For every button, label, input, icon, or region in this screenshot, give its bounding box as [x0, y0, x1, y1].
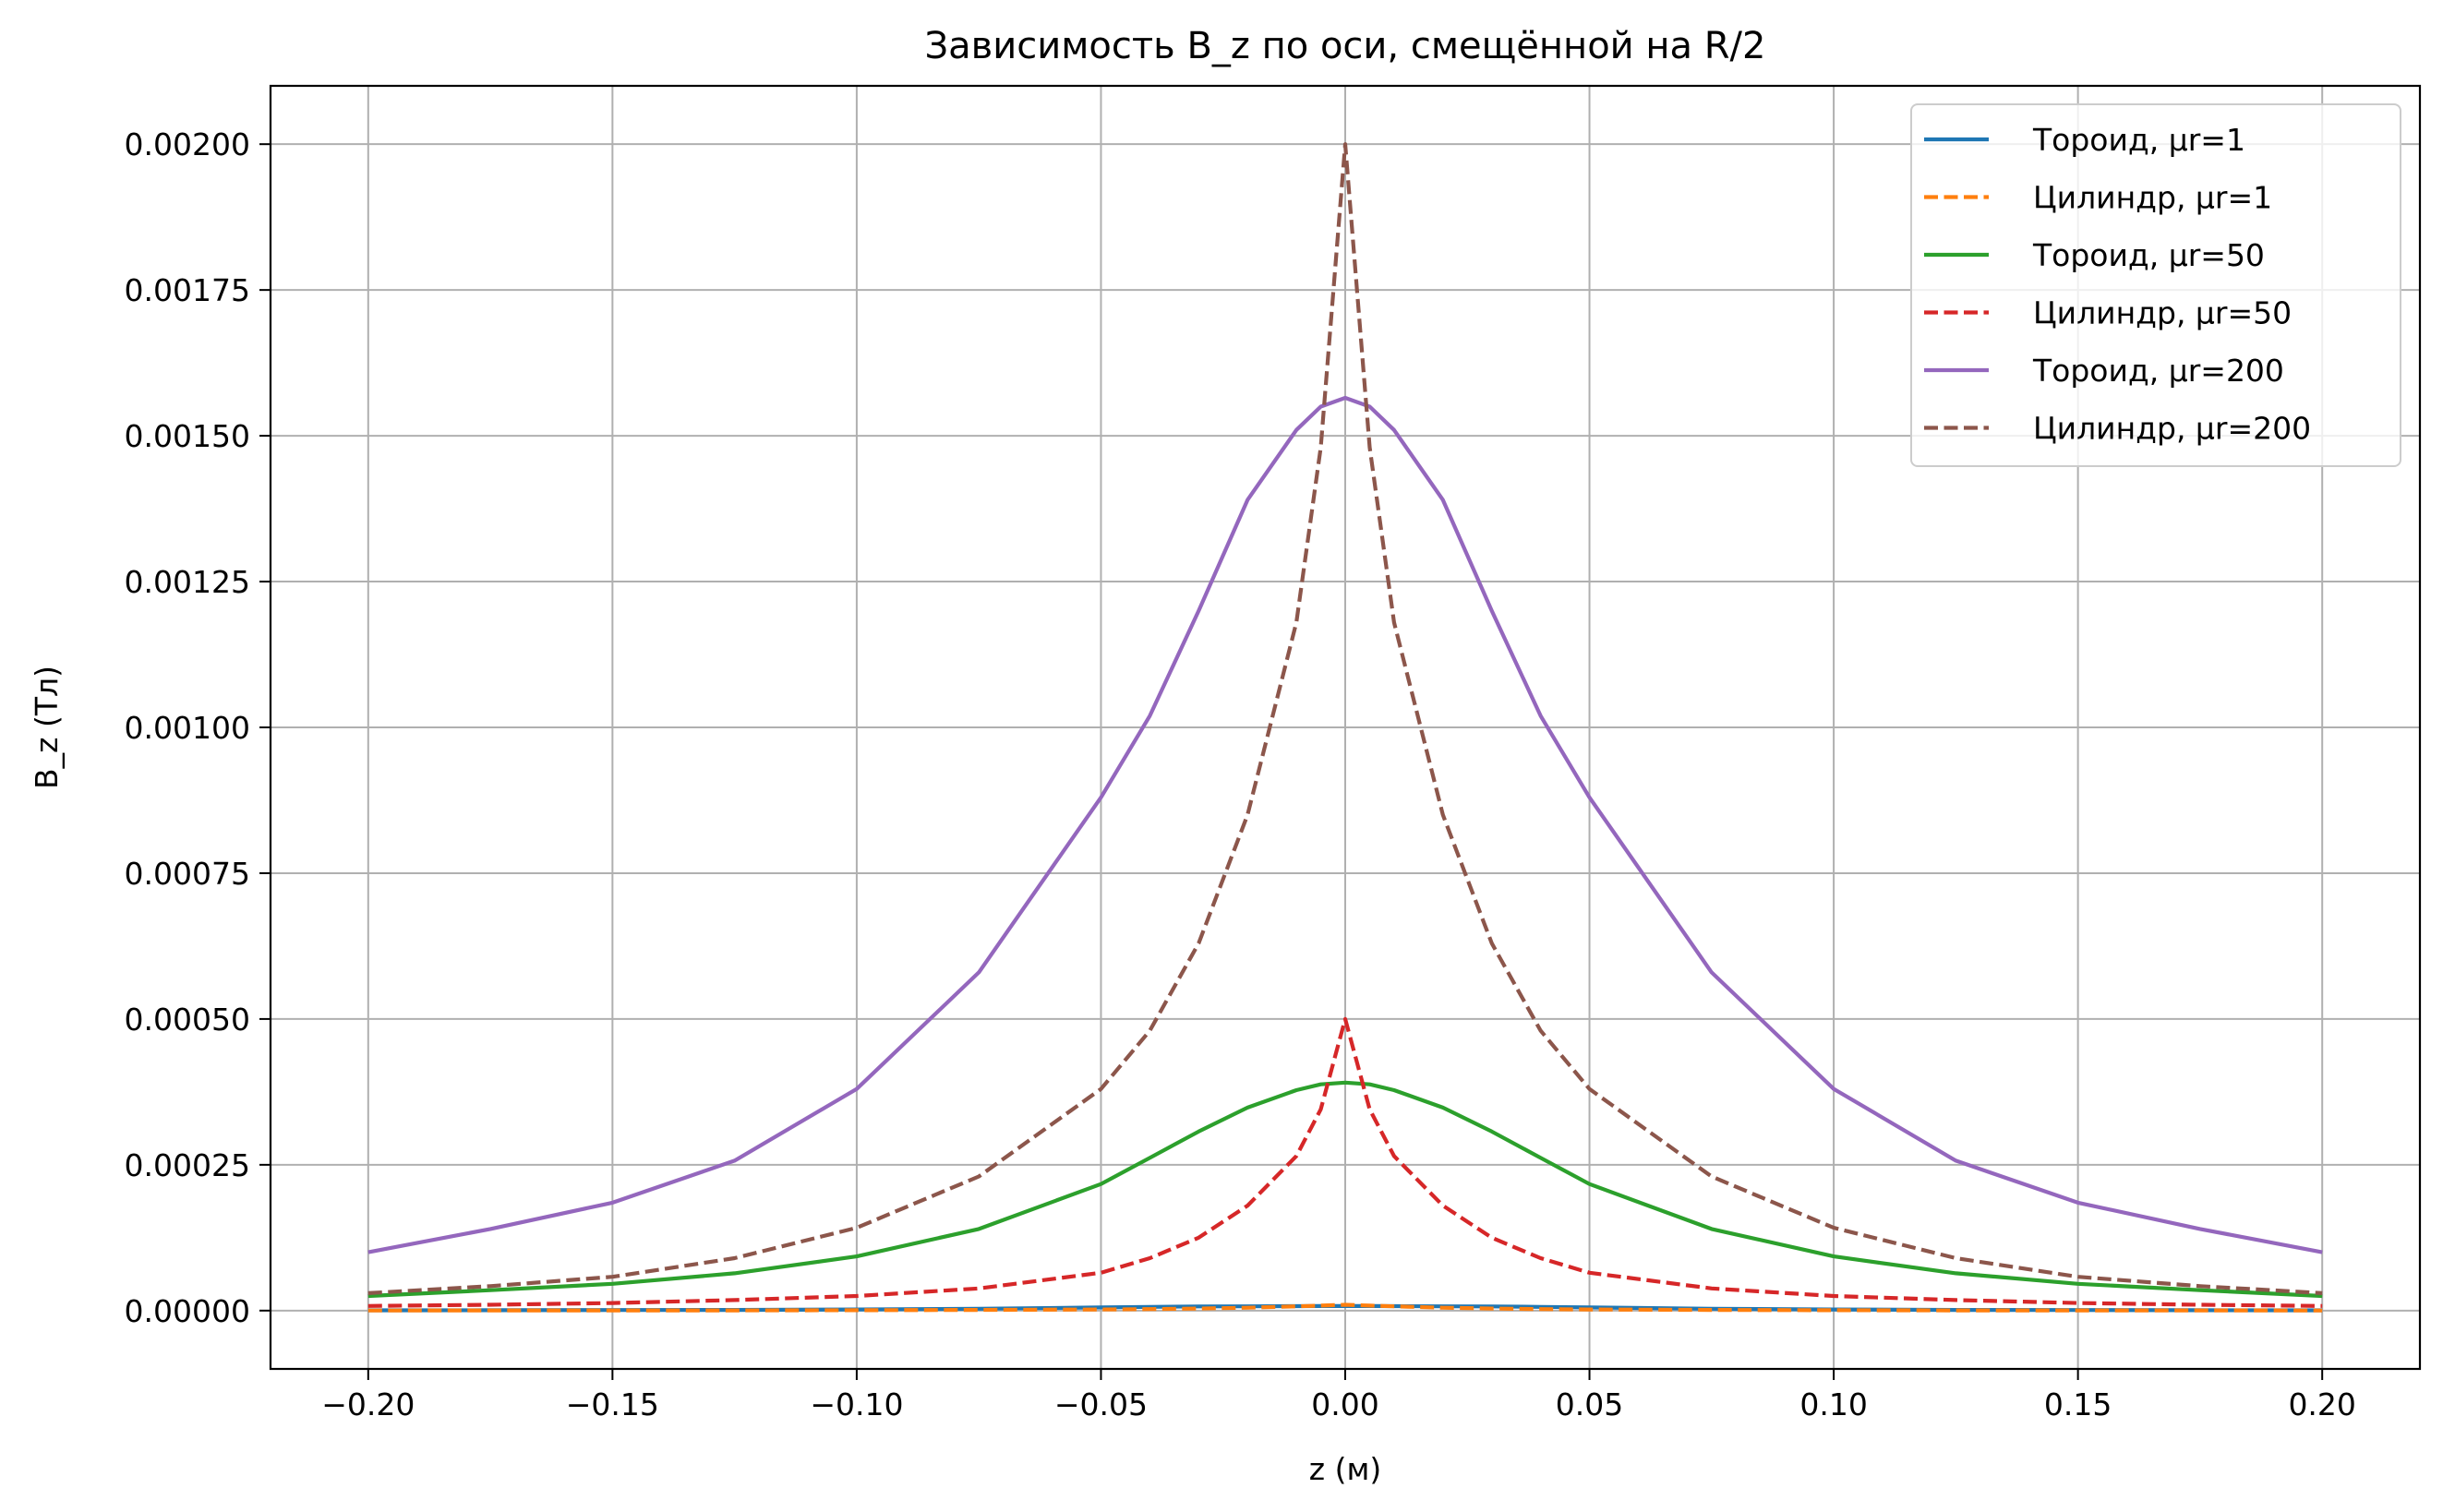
axis-ticks: −0.20 −0.15 −0.10 −0.05 0.00 0.05 0.10 0.15 0.20… — [125, 126, 2356, 1422]
y-tick-label: 0.00000 — [125, 1293, 250, 1329]
y-tick-label: 0.00100 — [125, 710, 250, 746]
y-tick-label: 0.00025 — [125, 1147, 250, 1183]
legend-label: Цилиндр, μr=1 — [2033, 180, 2272, 216]
x-tick-label: 0.15 — [2044, 1386, 2112, 1422]
series-line — [367, 142, 2323, 1295]
legend: Тороид, μr=1 Цилиндр, μr=1 Тороид, μr=50 Ци… — [1910, 103, 2401, 467]
series-line — [367, 1016, 2323, 1308]
legend-label: Тороид, μr=200 — [2032, 353, 2284, 389]
y-tick-label: 0.00125 — [125, 564, 250, 600]
x-tick-label: −0.20 — [321, 1386, 415, 1422]
x-tick-label: −0.05 — [1054, 1386, 1148, 1422]
x-tick-label: −0.10 — [810, 1386, 903, 1422]
x-tick-label: 0.00 — [1311, 1386, 1378, 1422]
series-line — [367, 395, 2323, 1254]
x-axis-label: z (м) — [1309, 1451, 1381, 1487]
legend-box — [1910, 103, 2401, 467]
y-tick-label: 0.00050 — [125, 1002, 250, 1038]
series-line — [367, 1302, 2323, 1313]
legend-label: Тороид, μr=1 — [2032, 122, 2245, 158]
series-line — [367, 1080, 2323, 1299]
y-tick-label: 0.00200 — [125, 126, 250, 162]
y-tick-label: 0.00150 — [125, 418, 250, 454]
x-tick-label: 0.20 — [2288, 1386, 2355, 1422]
x-tick-label: 0.05 — [1556, 1386, 1623, 1422]
x-tick-label: −0.15 — [566, 1386, 659, 1422]
y-tick-label: 0.00075 — [125, 856, 250, 892]
x-tick-label: 0.10 — [1799, 1386, 1867, 1422]
legend-label: Цилиндр, μr=50 — [2033, 295, 2292, 331]
y-tick-label: 0.00175 — [125, 272, 250, 308]
legend-label: Тороид, μr=50 — [2032, 237, 2265, 273]
legend-label: Цилиндр, μr=200 — [2033, 411, 2311, 447]
y-axis-label: B_z (Тл) — [29, 666, 65, 789]
series-layer — [367, 142, 2323, 1313]
chart-title: Зависимость B_z по оси, смещённой на R/2 — [925, 25, 1766, 67]
